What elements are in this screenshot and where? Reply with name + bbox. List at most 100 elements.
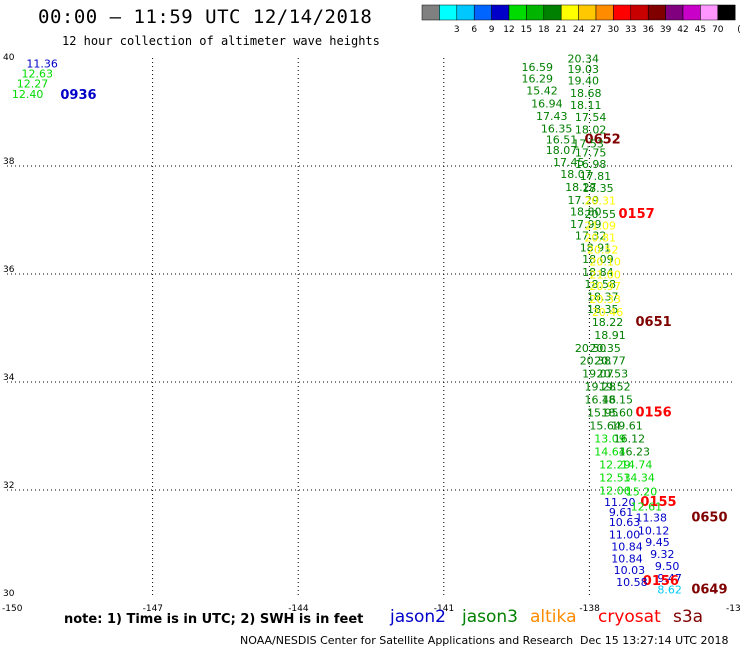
legend-bin-label: 30 xyxy=(608,25,620,35)
legend-bin-label: 24 xyxy=(573,25,585,35)
legend-swatch xyxy=(508,4,527,21)
map-title: 00:00 – 11:59 UTC 12/14/2018 xyxy=(38,6,373,28)
swh-value-label: 10.84 xyxy=(611,552,643,565)
swh-value-label: 20.55 xyxy=(585,208,617,221)
swh-value-label: 16.12 xyxy=(614,432,646,445)
lat-tick-label: 32 xyxy=(3,481,14,491)
swh-value-label: 11.00 xyxy=(609,529,641,542)
swh-value-label: 20.10 xyxy=(589,255,621,268)
swh-value-label: 11.38 xyxy=(636,511,668,524)
swh-value-label: 12.27 xyxy=(17,78,48,91)
legend-bin-label: 36 xyxy=(642,25,654,35)
swh-value-label: 19.52 xyxy=(599,381,631,394)
swh-value-label: 17.75 xyxy=(575,146,607,159)
swh-value-label: 14.64 xyxy=(594,445,626,458)
lat-tick-label: 30 xyxy=(3,589,15,599)
swh-value-label: 9.50 xyxy=(655,560,680,573)
lon-tick-label: -13 xyxy=(726,604,740,614)
swh-value-label: 15.64 xyxy=(589,420,621,433)
pass-time-label: 0155 xyxy=(640,495,676,510)
footer-credit: NOAA/NESDIS Center for Satellite Applica… xyxy=(240,634,574,647)
swh-value-label: 12.40 xyxy=(12,88,44,101)
swh-value-label: 8.62 xyxy=(657,584,682,597)
swh-value-label: 20.50 xyxy=(575,342,607,355)
swh-value-label: 18.84 xyxy=(582,266,614,279)
lat-tick-label: 34 xyxy=(3,373,15,383)
swh-value-label: 17.53 xyxy=(572,138,604,151)
swh-value-label: 17.99 xyxy=(570,218,602,231)
legend-bin-label: 6 xyxy=(471,25,477,35)
legend-swatch xyxy=(560,4,579,21)
swh-value-label: 11.36 xyxy=(26,58,58,71)
lat-tick-label: 36 xyxy=(3,265,15,275)
swh-value-label: 13.09 xyxy=(594,432,626,445)
legend-swatch xyxy=(682,4,701,21)
axis-tick-labels: -150 -147 -144 -141 -138 -13 30 32 34 36 38 40 xyxy=(2,53,740,614)
swh-value-label: 18.80 xyxy=(570,206,602,219)
swh-value-label: 18.22 xyxy=(592,316,624,329)
swh-value-label: 15.20 xyxy=(626,485,658,498)
swh-value-label: 16.59 xyxy=(521,61,553,74)
swh-value-label: 9.61 xyxy=(609,506,634,519)
legend-bin-label: 70 xyxy=(712,25,724,35)
swh-value-label: 21.00 xyxy=(589,268,621,281)
swh-value-label: 17.29 xyxy=(568,194,600,207)
swh-value-label: 16.98 xyxy=(575,158,607,171)
swh-value-label: 19.61 xyxy=(611,420,643,433)
swh-value-label: 21.09 xyxy=(585,220,617,233)
legend-cryosat: cryosat xyxy=(598,607,661,627)
lat-tick-label: 40 xyxy=(3,53,15,63)
swh-value-label: 18.60 xyxy=(602,407,634,420)
lat-tick-label: 38 xyxy=(3,157,15,167)
swh-value-label: 10.63 xyxy=(609,516,641,529)
swh-value-label: 9.47 xyxy=(657,572,682,585)
swh-value-label: 20.52 xyxy=(587,243,619,256)
pass-time-label: 0650 xyxy=(691,510,727,525)
swh-value-label: 18.35 xyxy=(582,182,614,195)
legend-jason2: jason2 xyxy=(390,607,446,627)
swh-value-label: 16.23 xyxy=(619,445,651,458)
legend-swatch xyxy=(439,4,458,21)
legend-altika: altika xyxy=(530,607,577,627)
swh-value-label: 17.45 xyxy=(553,156,585,169)
legend-swatch xyxy=(630,4,649,21)
swh-value-label: 18.68 xyxy=(570,87,602,100)
swh-value-label: 16.46 xyxy=(585,394,617,407)
swh-value-label: 16.51 xyxy=(546,133,578,146)
swh-value-label: 15.42 xyxy=(526,85,558,98)
legend-swatch xyxy=(456,4,475,21)
legend-bin-label: 33 xyxy=(625,25,636,35)
swh-value-label: 10.12 xyxy=(638,524,670,537)
pass-time-label: 0649 xyxy=(691,583,727,598)
swh-value-label: 16.35 xyxy=(541,123,573,136)
swh-value-label: 14.34 xyxy=(623,471,655,484)
swh-value-label: 20.33 xyxy=(589,293,621,306)
swh-value-label: 19.07 xyxy=(582,368,614,381)
legend-swatch xyxy=(491,4,510,21)
swh-value-label: 20.81 xyxy=(585,232,617,245)
swh-value-label: 10.03 xyxy=(614,564,646,577)
swh-value-label: 19.03 xyxy=(568,63,600,76)
swh-value-label: 20.38 xyxy=(580,355,612,368)
lon-tick-label: -141 xyxy=(434,604,454,614)
legend-swatch xyxy=(526,4,545,21)
pass-time-label: 0156 xyxy=(643,574,679,589)
legend-bin-label: 45 xyxy=(695,25,706,35)
swh-value-label: 9.32 xyxy=(650,548,675,561)
swh-value-label: 20.46 xyxy=(592,306,624,319)
legend-jason3: jason3 xyxy=(462,607,518,627)
swh-value-label: 19.40 xyxy=(568,74,600,87)
legend-swatch xyxy=(421,4,440,21)
legend-bin-label: 27 xyxy=(590,25,601,35)
swh-value-label: 20.53 xyxy=(597,368,629,381)
swh-value-label: 17.43 xyxy=(536,110,568,123)
legend-swatch xyxy=(578,4,597,21)
map-subtitle: 12 hour collection of altimeter wave hei… xyxy=(62,34,380,48)
swh-value-label: 12.53 xyxy=(599,471,631,484)
swh-value-label: 10.84 xyxy=(611,540,643,553)
swh-value-label: 12.06 xyxy=(599,484,631,497)
legend-swatch xyxy=(700,4,719,21)
legend-unit: (ft) xyxy=(737,25,740,35)
